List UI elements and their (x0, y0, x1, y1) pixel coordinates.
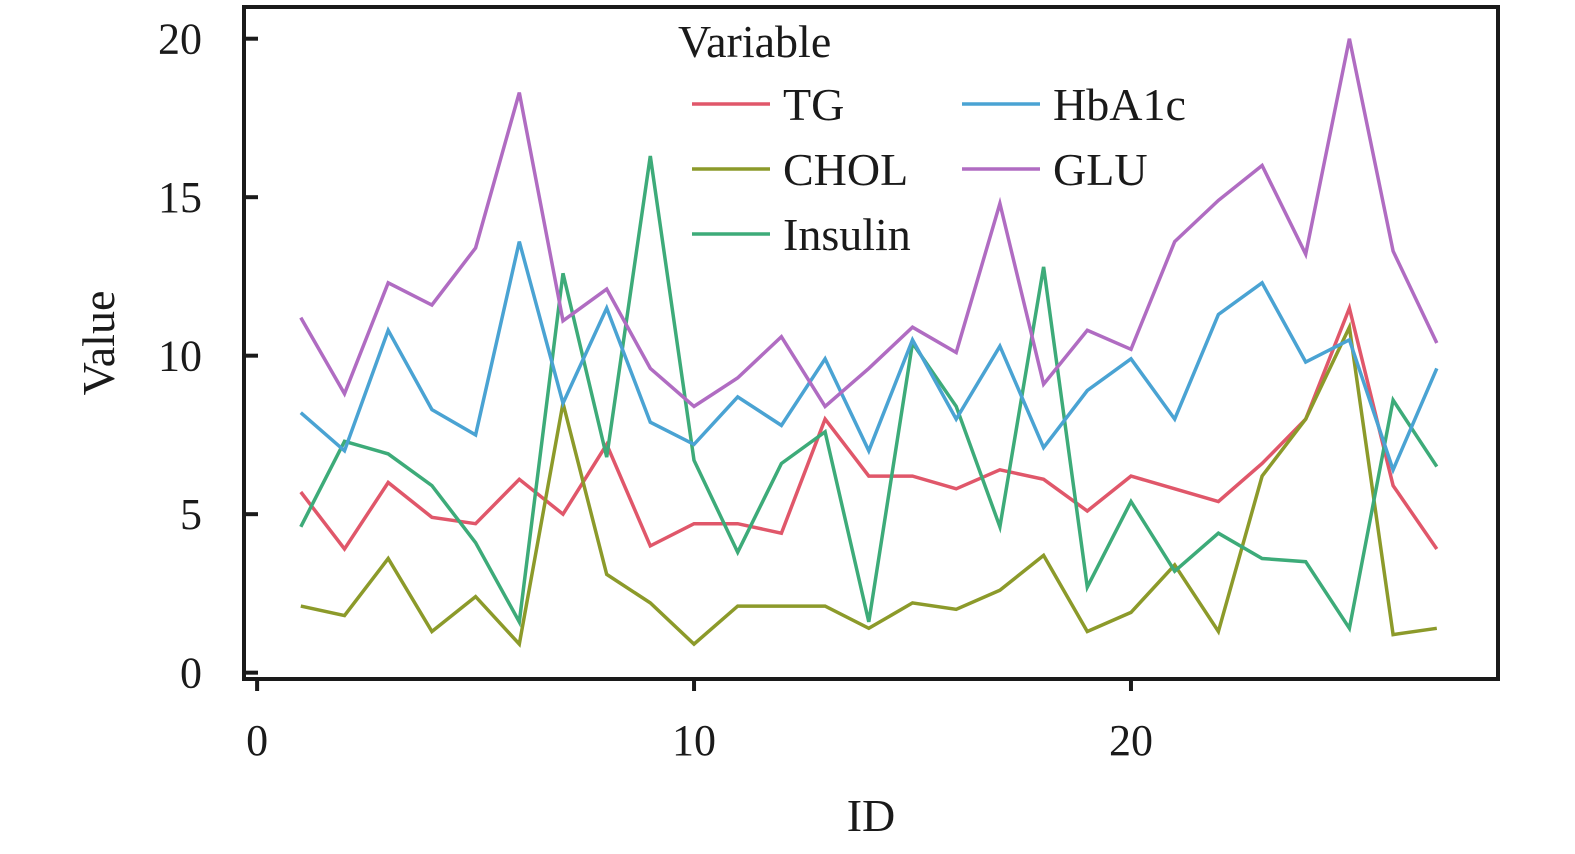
axis-ticks: 0 10 20 0 5 10 15 20 (158, 15, 1153, 765)
series-line-chol (300, 321, 1438, 648)
legend-item-tg: TG (692, 79, 844, 130)
legend-label: CHOL (783, 144, 908, 195)
series-line-glu (299, 38, 1439, 410)
y-tick-label: 5 (180, 490, 202, 539)
y-tick-label: 0 (180, 649, 202, 698)
x-axis-title: ID (847, 790, 896, 841)
y-tick-label: 10 (158, 332, 202, 381)
legend-item-insulin: Insulin (692, 209, 911, 260)
legend-item-hba1c: HbA1c (962, 79, 1186, 130)
x-tick-label: 0 (246, 716, 268, 765)
legend-item-chol: CHOL (692, 144, 908, 195)
series-line-hba1c (299, 241, 1439, 475)
legend: Variable TG HbA1c CHOL GLU Insulin (678, 16, 1186, 260)
series-line-insulin (299, 155, 1439, 633)
y-axis-title: Value (73, 291, 124, 396)
x-tick-label: 10 (672, 716, 716, 765)
legend-label: Insulin (783, 209, 911, 260)
x-tick-label: 20 (1109, 716, 1153, 765)
y-tick-label: 15 (158, 173, 202, 222)
legend-item-glu: GLU (962, 144, 1148, 195)
legend-label: GLU (1053, 144, 1148, 195)
legend-label: HbA1c (1053, 79, 1186, 130)
legend-label: TG (783, 79, 844, 130)
plot-frame (242, 5, 1500, 681)
y-tick-label: 20 (158, 15, 202, 64)
series-lines (299, 38, 1439, 648)
legend-title: Variable (678, 16, 831, 67)
series-line-tg (299, 302, 1439, 553)
